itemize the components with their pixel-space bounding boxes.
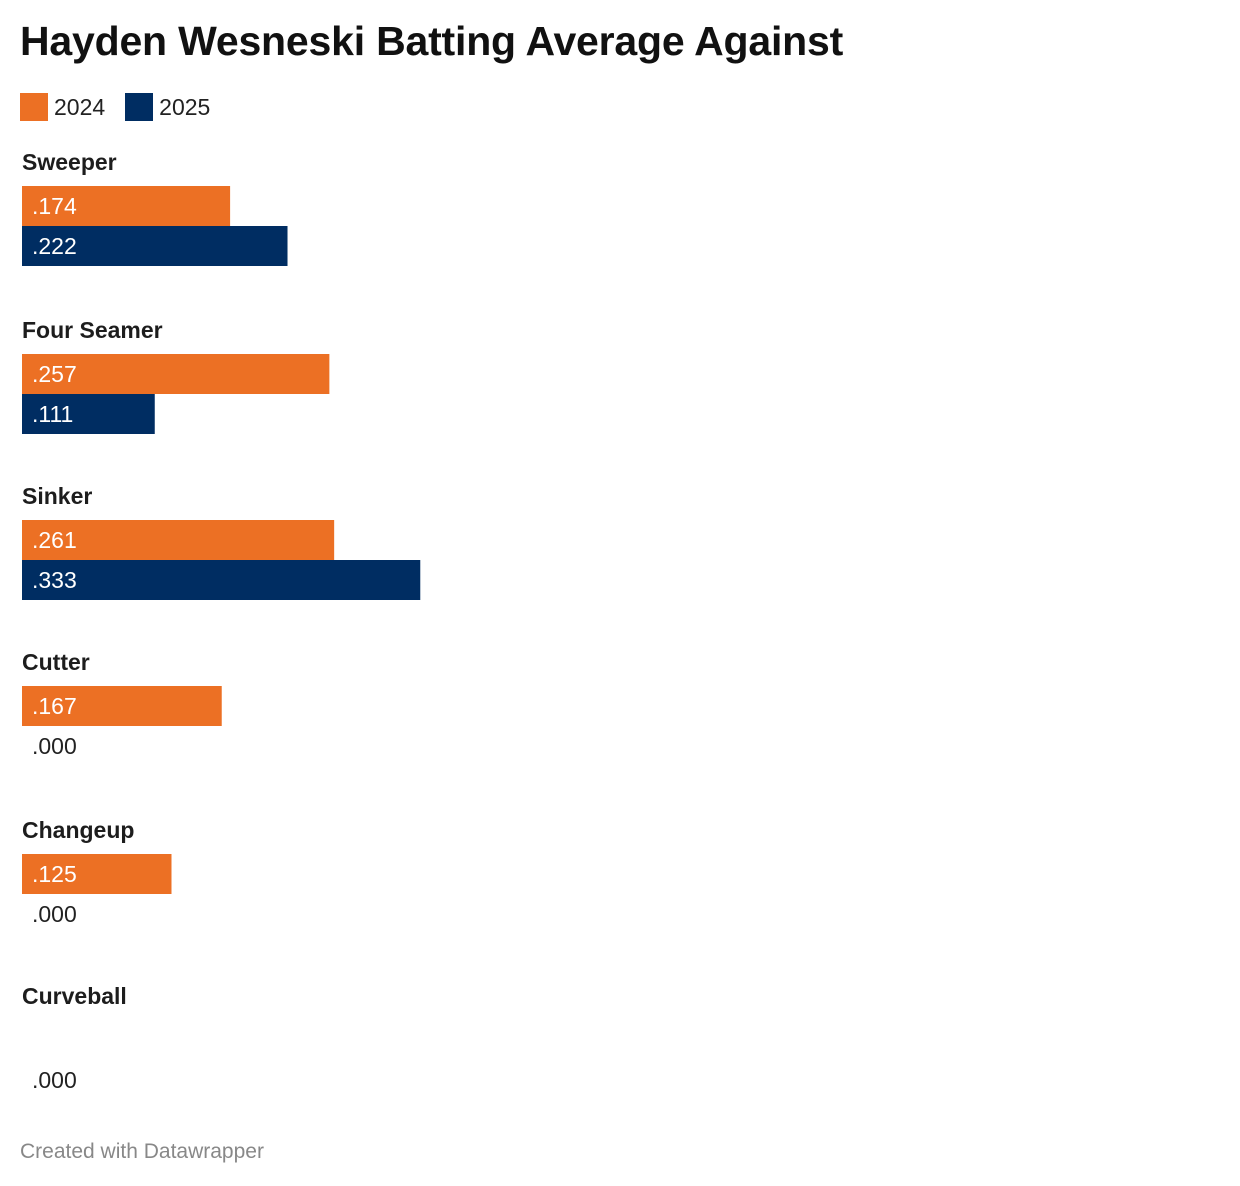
- bar-2025: [22, 394, 155, 434]
- value-label-2025: .000: [32, 733, 77, 759]
- value-label-2024: .174: [32, 193, 77, 219]
- legend-swatch-2025: [125, 93, 154, 121]
- chart-title: Hayden Wesneski Batting Average Against: [20, 18, 844, 64]
- bar-2024: [22, 186, 231, 226]
- legend-swatch-2024: [20, 93, 48, 121]
- category-group: Sweeper .174 .222: [22, 149, 288, 266]
- category-label: Four Seamer: [22, 317, 163, 343]
- legend: 2024 2025: [20, 92, 230, 122]
- bar-2025: [22, 226, 288, 266]
- value-label-2025: .111: [32, 401, 73, 427]
- category-label: Cutter: [22, 649, 90, 675]
- category-label: Sweeper: [22, 149, 117, 175]
- bar-2024: [22, 854, 172, 894]
- legend-label-2025: 2025: [159, 93, 211, 120]
- value-label-2025: .333: [32, 567, 77, 593]
- value-label-2024: .261: [32, 527, 77, 553]
- category-group: Curveball .000: [22, 983, 127, 1093]
- bar-2024: [22, 354, 330, 394]
- legend-label-2024: 2024: [54, 93, 106, 120]
- category-label: Changeup: [22, 817, 134, 843]
- category-label: Curveball: [22, 983, 127, 1009]
- value-label-2025: .000: [32, 901, 77, 927]
- value-label-2024: .167: [32, 693, 77, 719]
- category-group: Sinker .261 .333: [22, 483, 421, 600]
- value-label-2024: .257: [32, 361, 77, 387]
- credit-text: Created with Datawrapper: [20, 1140, 264, 1163]
- value-label-2024: .125: [32, 861, 77, 887]
- category-label: Sinker: [22, 483, 92, 509]
- legend-item-2025: 2025: [125, 93, 210, 121]
- category-group: Cutter .167 .000: [22, 649, 222, 759]
- category-group: Four Seamer .257 .111: [22, 317, 330, 434]
- value-label-2025: .222: [32, 233, 77, 259]
- value-label-2025: .000: [32, 1067, 77, 1093]
- category-group: Changeup .125 .000: [22, 817, 172, 927]
- bar-2025: [22, 560, 421, 600]
- bar-2024: [22, 686, 222, 726]
- bar-chart: Sweeper .174 .222 Four Seamer .257 .111 Sinker…: [22, 149, 421, 1093]
- bar-2024: [22, 520, 335, 560]
- legend-item-2024: 2024: [20, 93, 105, 121]
